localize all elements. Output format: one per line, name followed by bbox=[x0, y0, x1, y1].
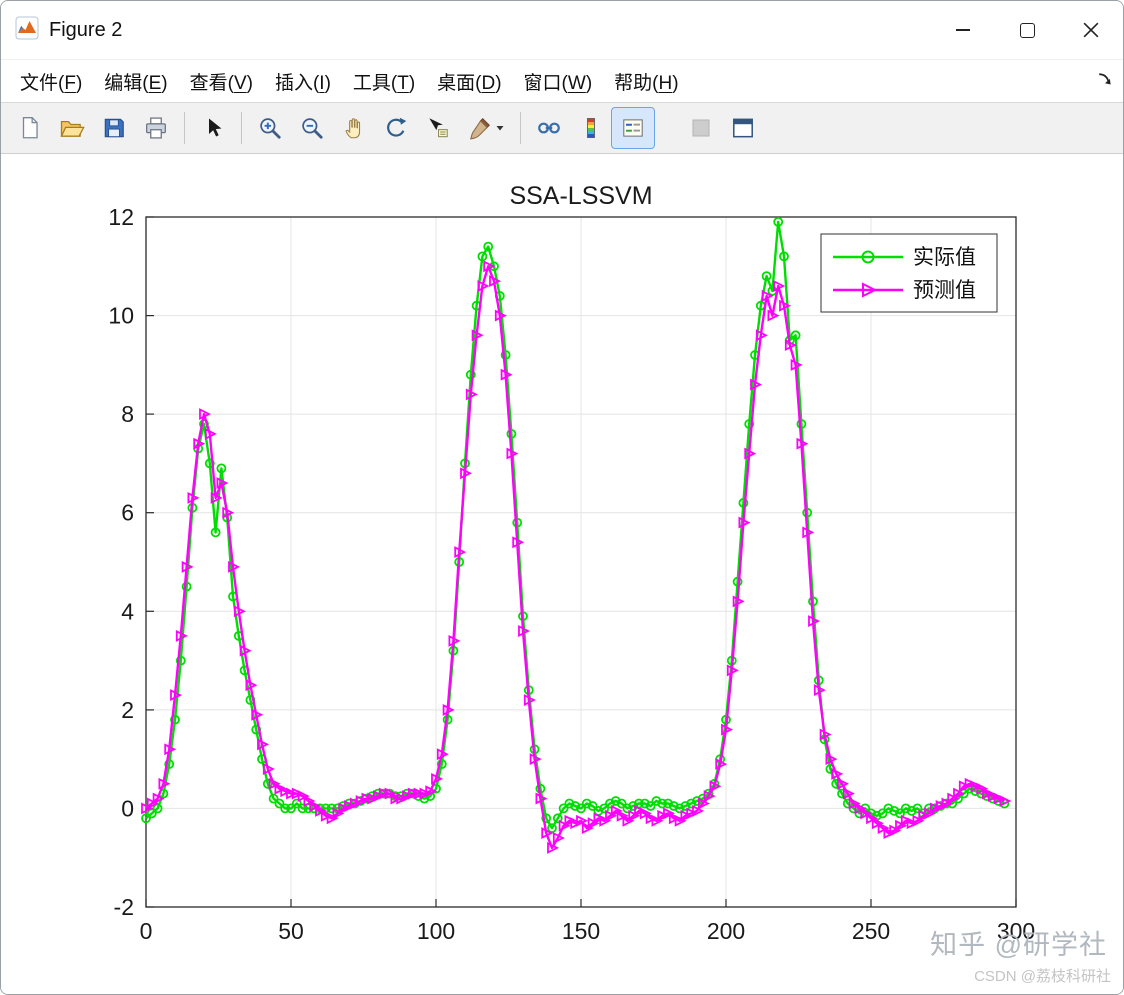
hide-plot-tools-icon bbox=[692, 119, 710, 137]
plot-title: SSA-LSSVM bbox=[509, 182, 652, 210]
x-axis: 0 50 100 150 200 250 300 bbox=[140, 899, 1035, 944]
hand-pan-icon bbox=[345, 118, 361, 139]
svg-text:100: 100 bbox=[417, 918, 455, 944]
data-cursor-icon bbox=[429, 118, 448, 138]
zoom-in-button[interactable] bbox=[249, 108, 291, 148]
svg-text:0: 0 bbox=[121, 795, 134, 821]
svg-text:实际值: 实际值 bbox=[913, 245, 976, 269]
menu-overflow-arrow-icon[interactable] bbox=[1096, 70, 1113, 93]
link-chain-icon bbox=[538, 122, 560, 134]
link-plot-button[interactable] bbox=[528, 108, 570, 148]
colorbar-icon bbox=[587, 118, 595, 138]
toolbar-separator bbox=[184, 112, 185, 144]
maximize-icon bbox=[1019, 22, 1035, 38]
menu-item-v[interactable]: 查看(V) bbox=[189, 72, 253, 94]
pan-button[interactable] bbox=[333, 108, 375, 148]
svg-text:-2: -2 bbox=[114, 894, 134, 920]
svg-text:300: 300 bbox=[997, 918, 1035, 944]
menu-bar-items: 文件(F) 编辑(E) 查看(V) 插入(I) 工具(T) 桌面(D) 窗口(W) 帮助(H) bbox=[9, 64, 690, 99]
new-document-icon bbox=[22, 117, 38, 139]
svg-text:2: 2 bbox=[121, 697, 134, 723]
brush-button[interactable] bbox=[459, 108, 513, 148]
new-figure-button[interactable] bbox=[9, 108, 51, 148]
insert-legend-button[interactable] bbox=[611, 107, 655, 149]
svg-text:250: 250 bbox=[852, 918, 890, 944]
series-predicted bbox=[141, 260, 1012, 854]
watermark-csdn: CSDN @荔枝科研社 bbox=[974, 968, 1111, 985]
insert-colorbar-button[interactable] bbox=[570, 108, 612, 148]
plot-host: 0 50 100 150 200 250 300 -2 0 2 4 6 8 10 12 SSA-LSSVM 实际… bbox=[1, 154, 1123, 994]
arrow-cursor-icon bbox=[209, 118, 222, 137]
window-controls bbox=[931, 1, 1123, 59]
svg-text:12: 12 bbox=[108, 204, 134, 230]
svg-text:10: 10 bbox=[108, 303, 134, 329]
print-figure-button[interactable] bbox=[135, 108, 177, 148]
svg-text:150: 150 bbox=[562, 918, 600, 944]
svg-text:6: 6 bbox=[121, 500, 134, 526]
close-icon bbox=[1083, 22, 1099, 38]
toolbar-separator bbox=[241, 112, 242, 144]
zoom-out-icon bbox=[302, 118, 323, 139]
zoom-in-icon bbox=[260, 118, 281, 139]
toolbar-separator bbox=[520, 112, 521, 144]
rotate-3d-icon bbox=[387, 117, 407, 137]
window-title: Figure 2 bbox=[49, 18, 123, 41]
minimize-icon bbox=[956, 29, 970, 31]
brush-dropdown-arrow-icon[interactable] bbox=[495, 123, 505, 133]
hide-plot-tools-button[interactable] bbox=[680, 108, 722, 148]
menu-item-w[interactable]: 窗口(W) bbox=[523, 72, 593, 94]
svg-text:0: 0 bbox=[140, 918, 153, 944]
dock-window-icon bbox=[733, 118, 753, 138]
data-cursor-button[interactable] bbox=[417, 108, 459, 148]
y-axis: -2 0 2 4 6 8 10 12 bbox=[108, 204, 154, 920]
menu-item-d[interactable]: 桌面(D) bbox=[437, 72, 502, 94]
printer-icon bbox=[146, 117, 166, 139]
svg-text:预测值: 预测值 bbox=[913, 278, 976, 302]
svg-text:4: 4 bbox=[121, 598, 134, 624]
figure-canvas: 0 50 100 150 200 250 300 -2 0 2 4 6 8 10 12 SSA-LSSVM 实际… bbox=[1, 154, 1123, 994]
title-bar[interactable]: Figure 2 bbox=[1, 1, 1123, 60]
save-floppy-icon bbox=[104, 118, 124, 138]
zoom-out-button[interactable] bbox=[291, 108, 333, 148]
menu-item-f[interactable]: 文件(F) bbox=[20, 72, 83, 94]
plot-svg: 0 50 100 150 200 250 300-2024681012SSA-LSSVM实际… bbox=[108, 182, 1035, 944]
svg-text:8: 8 bbox=[121, 401, 134, 427]
legend-icon bbox=[623, 119, 643, 137]
watermark-zhihu: 知乎 @研学社 bbox=[930, 930, 1107, 960]
menu-item-h[interactable]: 帮助(H) bbox=[614, 72, 679, 94]
maximize-button[interactable] bbox=[995, 1, 1059, 59]
svg-text:200: 200 bbox=[707, 918, 745, 944]
figure-toolbar bbox=[1, 103, 1123, 154]
menu-item-e[interactable]: 编辑(E) bbox=[104, 72, 168, 94]
minimize-button[interactable] bbox=[931, 1, 995, 59]
menu-item-t[interactable]: 工具(T) bbox=[352, 72, 416, 94]
dock-figure-button[interactable] bbox=[722, 108, 764, 148]
matlab-figure-icon bbox=[15, 16, 39, 45]
menu-bar: 文件(F) 编辑(E) 查看(V) 插入(I) 工具(T) 桌面(D) 窗口(W) 帮助(H) bbox=[1, 60, 1123, 103]
brush-icon bbox=[470, 118, 490, 140]
menu-item-i[interactable]: 插入(I) bbox=[274, 72, 331, 94]
svg-text:50: 50 bbox=[278, 918, 304, 944]
close-button[interactable] bbox=[1059, 1, 1123, 59]
rotate-3d-button[interactable] bbox=[375, 108, 417, 148]
save-figure-button[interactable] bbox=[93, 108, 135, 148]
open-file-button[interactable] bbox=[51, 108, 93, 148]
edit-plot-button[interactable] bbox=[192, 108, 234, 148]
open-folder-icon bbox=[60, 120, 85, 137]
